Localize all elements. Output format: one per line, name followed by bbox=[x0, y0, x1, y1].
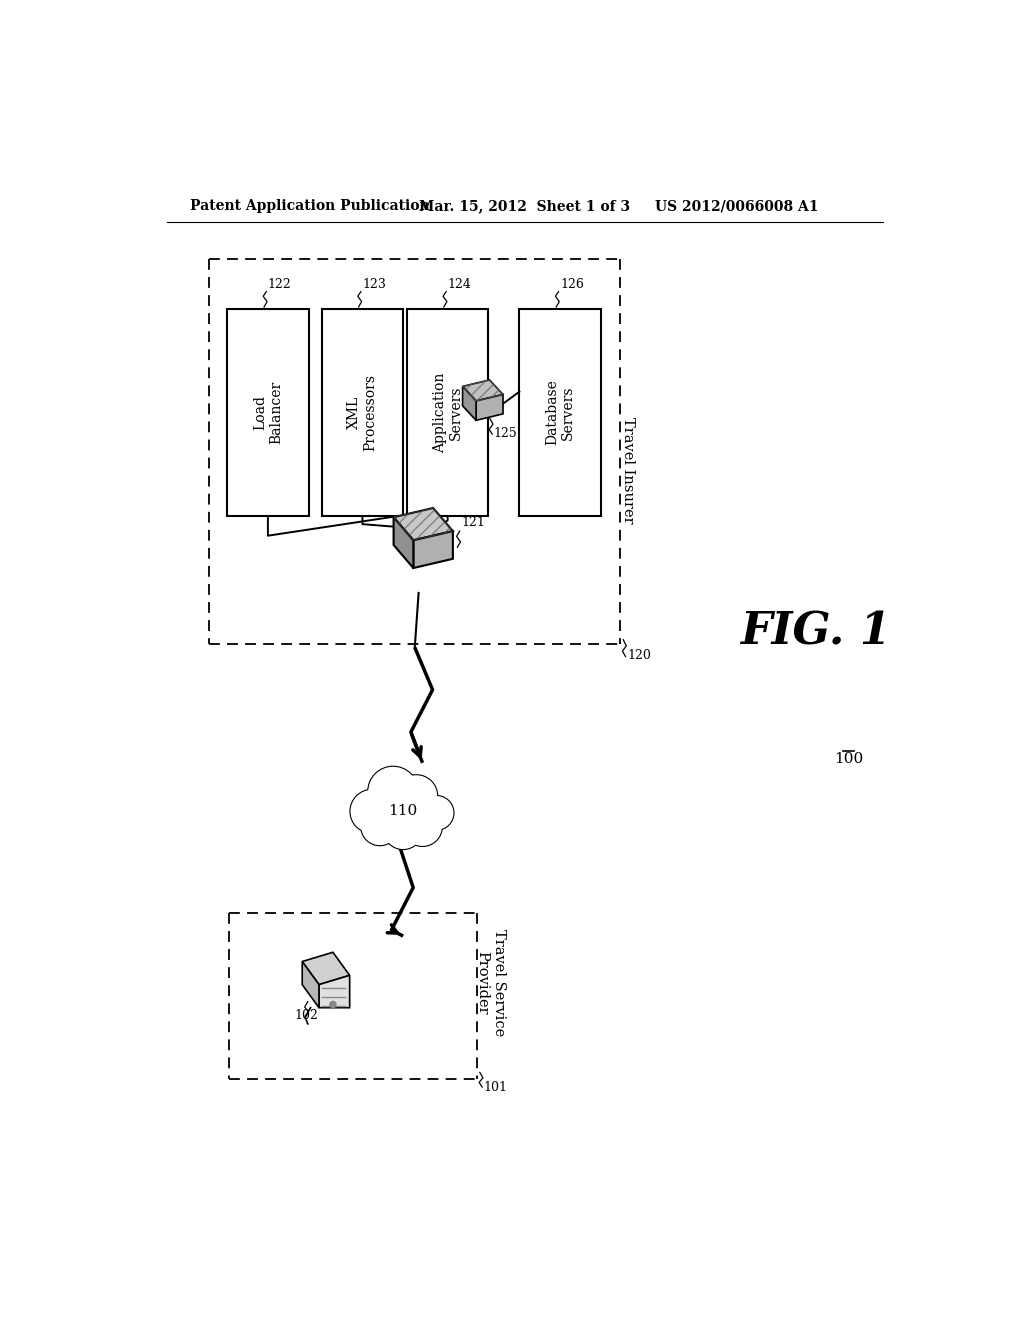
Text: Travel Service
Provider: Travel Service Provider bbox=[475, 929, 506, 1036]
Text: XML
Processors: XML Processors bbox=[347, 374, 378, 451]
Text: 102: 102 bbox=[295, 1010, 318, 1022]
Polygon shape bbox=[414, 531, 453, 568]
Polygon shape bbox=[393, 508, 453, 540]
Circle shape bbox=[351, 791, 393, 832]
Text: Mar. 15, 2012  Sheet 1 of 3: Mar. 15, 2012 Sheet 1 of 3 bbox=[419, 199, 630, 213]
Polygon shape bbox=[393, 517, 414, 568]
Text: Patent Application Publication: Patent Application Publication bbox=[190, 199, 430, 213]
Circle shape bbox=[362, 809, 397, 845]
Text: Load
Balancer: Load Balancer bbox=[253, 381, 283, 444]
Circle shape bbox=[395, 775, 437, 817]
Circle shape bbox=[420, 797, 453, 829]
Circle shape bbox=[396, 776, 436, 816]
Polygon shape bbox=[463, 387, 476, 420]
Text: 125: 125 bbox=[494, 428, 517, 440]
Bar bbox=[227, 309, 308, 516]
Circle shape bbox=[361, 808, 398, 845]
Text: 126: 126 bbox=[560, 277, 584, 290]
Polygon shape bbox=[302, 952, 349, 985]
Polygon shape bbox=[463, 380, 503, 401]
Circle shape bbox=[369, 767, 417, 816]
Circle shape bbox=[420, 796, 454, 830]
Polygon shape bbox=[476, 395, 503, 420]
Circle shape bbox=[385, 812, 422, 849]
Circle shape bbox=[403, 808, 441, 845]
Circle shape bbox=[403, 808, 442, 846]
Text: 110: 110 bbox=[388, 804, 418, 818]
Polygon shape bbox=[318, 975, 349, 1007]
Text: Application
Servers: Application Servers bbox=[432, 372, 463, 453]
Text: 122: 122 bbox=[268, 277, 292, 290]
Text: 120: 120 bbox=[627, 649, 651, 661]
Text: FIG. 1: FIG. 1 bbox=[740, 610, 891, 653]
Bar bbox=[407, 309, 488, 516]
Circle shape bbox=[350, 789, 394, 833]
Text: 124: 124 bbox=[447, 277, 472, 290]
Text: Travel Insurer: Travel Insurer bbox=[621, 417, 635, 524]
Text: 121: 121 bbox=[461, 516, 485, 529]
Text: Database
Servers: Database Servers bbox=[545, 380, 575, 445]
Polygon shape bbox=[302, 961, 318, 1007]
Circle shape bbox=[369, 767, 418, 816]
Text: US 2012/0066008 A1: US 2012/0066008 A1 bbox=[655, 199, 818, 213]
Bar bbox=[519, 309, 601, 516]
Text: 123: 123 bbox=[362, 277, 386, 290]
Text: 101: 101 bbox=[483, 1081, 508, 1094]
Bar bbox=[322, 309, 403, 516]
Circle shape bbox=[384, 810, 423, 849]
Text: 100: 100 bbox=[835, 752, 863, 766]
Circle shape bbox=[330, 1002, 336, 1007]
